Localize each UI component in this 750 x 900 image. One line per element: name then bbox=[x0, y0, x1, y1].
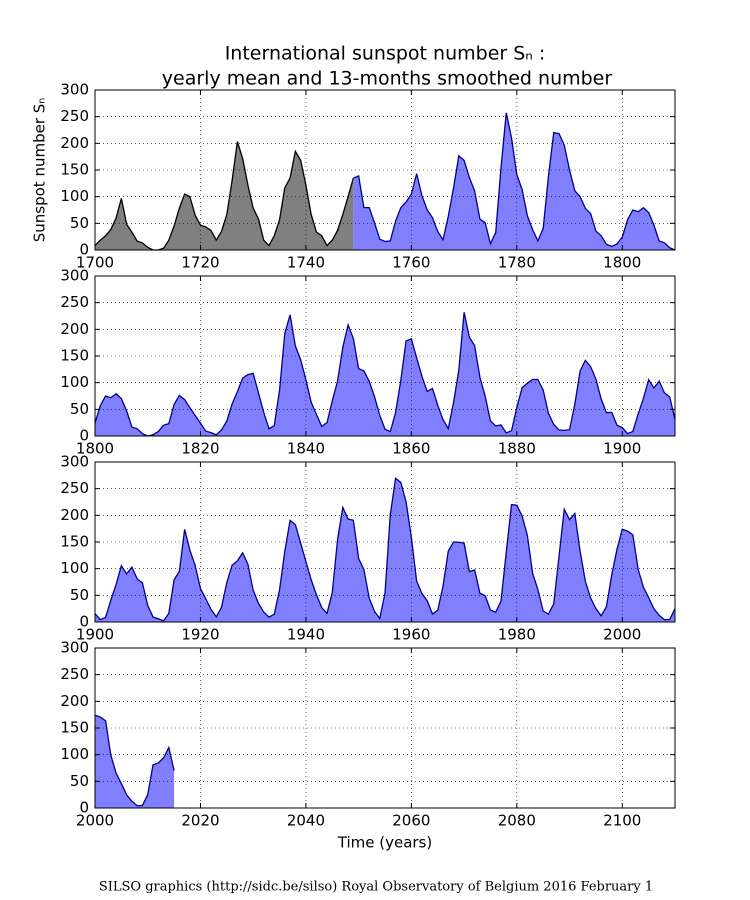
y-tick-label: 200 bbox=[60, 506, 89, 524]
y-tick-label: 50 bbox=[70, 214, 89, 232]
line bbox=[94, 141, 354, 251]
x-tick-label: 1960 bbox=[392, 626, 430, 644]
plot-frame bbox=[94, 647, 676, 809]
y-tick-label: 100 bbox=[60, 559, 89, 577]
x-axis-label: Time (years) bbox=[337, 834, 432, 852]
y-tick-label: 250 bbox=[60, 107, 89, 125]
y-tick-label: 200 bbox=[60, 692, 89, 710]
y-tick-label: 50 bbox=[70, 400, 89, 418]
x-tick-label: 1900 bbox=[76, 626, 114, 644]
area bbox=[95, 312, 675, 436]
y-tick-label: 0 bbox=[79, 799, 89, 817]
y-tick-label: 100 bbox=[60, 745, 89, 763]
y-tick-label: 250 bbox=[60, 479, 89, 497]
line bbox=[94, 312, 676, 437]
x-tick-label: 1800 bbox=[76, 440, 114, 458]
chart-title: International sunspot number Sₙ : bbox=[225, 43, 546, 65]
x-tick-label: 1700 bbox=[76, 254, 114, 272]
y-tick-label: 200 bbox=[60, 320, 89, 338]
y-tick-label: 0 bbox=[79, 241, 89, 259]
x-tick-label: 2000 bbox=[76, 812, 114, 830]
area bbox=[95, 715, 175, 808]
area bbox=[95, 478, 675, 622]
y-tick-label: 0 bbox=[79, 613, 89, 631]
area bbox=[95, 141, 354, 250]
x-tick-label: 1980 bbox=[498, 626, 536, 644]
y-tick-label: 50 bbox=[70, 586, 89, 604]
footer: SILSO graphics (http://sidc.be/silso) Ro… bbox=[99, 880, 653, 895]
x-tick-label: 1820 bbox=[181, 440, 219, 458]
plot-frame bbox=[94, 89, 676, 251]
y-tick-label: 250 bbox=[60, 665, 89, 683]
x-tick-label: 2060 bbox=[392, 812, 430, 830]
x-tick-label: 1860 bbox=[392, 440, 430, 458]
x-tick-label: 1880 bbox=[498, 440, 536, 458]
y-tick-label: 100 bbox=[60, 373, 89, 391]
y-tick-label: 100 bbox=[60, 187, 89, 205]
area bbox=[353, 112, 675, 251]
y-tick-label: 250 bbox=[60, 293, 89, 311]
chart-subtitle: yearly mean and 13-months smoothed numbe… bbox=[162, 68, 613, 90]
x-tick-label: 1740 bbox=[287, 254, 325, 272]
y-tick-label: 200 bbox=[60, 134, 89, 152]
x-tick-label: 2000 bbox=[603, 626, 641, 644]
x-tick-label: 1920 bbox=[181, 626, 219, 644]
x-tick-label: 2100 bbox=[603, 812, 641, 830]
y-tick-label: 150 bbox=[60, 533, 89, 551]
x-tick-label: 2080 bbox=[498, 812, 536, 830]
y-tick-label: 300 bbox=[60, 267, 89, 285]
plot-frame bbox=[94, 275, 676, 437]
plot-frame bbox=[94, 461, 676, 623]
line bbox=[353, 112, 676, 251]
y-tick-label: 150 bbox=[60, 719, 89, 737]
y-axis-label: Sunspot number Sₙ bbox=[31, 98, 49, 243]
x-tick-label: 1840 bbox=[287, 440, 325, 458]
y-tick-label: 50 bbox=[70, 772, 89, 790]
x-tick-label: 1900 bbox=[603, 440, 641, 458]
y-tick-label: 150 bbox=[60, 347, 89, 365]
y-tick-label: 300 bbox=[60, 81, 89, 99]
y-tick-label: 0 bbox=[79, 427, 89, 445]
y-tick-label: 150 bbox=[60, 161, 89, 179]
x-tick-label: 2020 bbox=[181, 812, 219, 830]
y-tick-label: 300 bbox=[60, 453, 89, 471]
y-tick-label: 300 bbox=[60, 639, 89, 657]
line bbox=[94, 714, 175, 807]
x-tick-label: 1720 bbox=[181, 254, 219, 272]
x-tick-label: 2040 bbox=[287, 812, 325, 830]
x-tick-label: 1780 bbox=[498, 254, 536, 272]
x-tick-label: 1760 bbox=[392, 254, 430, 272]
x-tick-label: 1800 bbox=[603, 254, 641, 272]
line bbox=[94, 477, 676, 622]
x-tick-label: 1940 bbox=[287, 626, 325, 644]
